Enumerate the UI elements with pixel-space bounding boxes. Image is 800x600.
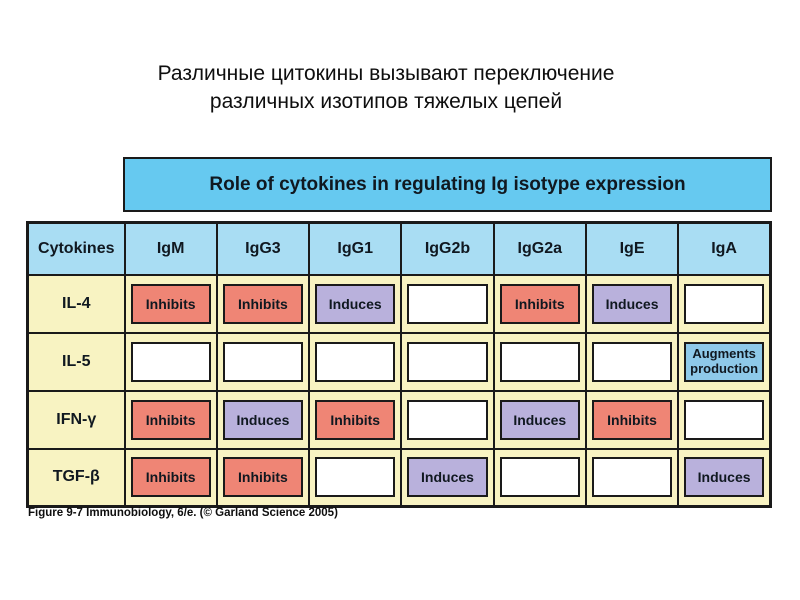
status-box-blank: [130, 341, 211, 382]
status-box: Induces: [591, 283, 673, 324]
status-box: Augments production: [684, 341, 764, 382]
col-header-cytokines: Cytokines: [26, 221, 126, 276]
column-header-row: Cytokines IgM IgG3 IgG1 IgG2b IgG2a IgE …: [26, 221, 772, 276]
table-cell: Augments production: [677, 331, 772, 392]
figure-caption: Figure 9-7 Immunobiology, 6/e. (© Garlan…: [28, 507, 338, 519]
table-cell: Inhibits: [215, 447, 311, 508]
status-box-blank: [684, 399, 764, 440]
row-label-il5: IL-5: [26, 331, 126, 392]
table-cell: Inhibits: [492, 273, 587, 334]
table-cell: [123, 331, 218, 392]
status-box-blank: [407, 341, 488, 382]
table-cell: [308, 331, 403, 392]
table-cell: Inhibits: [308, 389, 403, 450]
table-row-tgf-beta: TGF-β Inhibits Inhibits Induces Induces: [26, 447, 772, 508]
status-box: Induces: [407, 457, 488, 498]
table-cell: Inhibits: [123, 447, 218, 508]
table-cell: [584, 447, 680, 508]
status-box: Inhibits: [222, 283, 304, 324]
cytokine-table: Cytokines IgM IgG3 IgG1 IgG2b IgG2a IgE …: [26, 221, 772, 508]
status-box-blank: [407, 399, 488, 440]
status-box: Inhibits: [130, 283, 211, 324]
status-box: Inhibits: [499, 283, 580, 324]
status-box-blank: [407, 283, 488, 324]
row-label-il4: IL-4: [26, 273, 126, 334]
table-cell: [584, 331, 680, 392]
status-box-blank: [222, 341, 304, 382]
col-header-ige: IgE: [584, 221, 680, 276]
table-cell: Inhibits: [123, 389, 218, 450]
row-label-tgf-beta: TGF-β: [26, 447, 126, 508]
status-box-blank: [591, 341, 673, 382]
table-cell: Inhibits: [215, 273, 311, 334]
table-cell: [400, 331, 495, 392]
status-box: Induces: [315, 283, 396, 324]
col-header-igm: IgM: [123, 221, 218, 276]
status-box: Induces: [499, 399, 580, 440]
table-cell: Inhibits: [123, 273, 218, 334]
table-cell: Induces: [677, 447, 772, 508]
status-box: Inhibits: [315, 399, 396, 440]
table-cell: [308, 447, 403, 508]
slide-title-line2: различных изотипов тяжелых цепей: [209, 90, 563, 113]
status-box-blank: [315, 457, 396, 498]
status-box-blank: [499, 341, 580, 382]
table-cell: [215, 331, 311, 392]
col-header-igg2b: IgG2b: [400, 221, 495, 276]
status-box: Inhibits: [130, 457, 211, 498]
table-cell: [492, 331, 587, 392]
status-box-blank: [315, 341, 396, 382]
status-box-blank: [499, 457, 580, 498]
col-header-igg2a: IgG2a: [492, 221, 587, 276]
table-cell: Inhibits: [584, 389, 680, 450]
status-box: Inhibits: [130, 399, 211, 440]
table-cell: Induces: [308, 273, 403, 334]
table-cell: Induces: [400, 447, 495, 508]
table-cell: [677, 273, 772, 334]
status-box-blank: [684, 283, 764, 324]
figure-header: Role of cytokines in regulating Ig isoty…: [123, 157, 772, 212]
table-cell: [492, 447, 587, 508]
table-row-il5: IL-5 Augments production: [26, 331, 772, 392]
row-label-ifn-gamma: IFN-γ: [26, 389, 126, 450]
col-header-iga: IgA: [677, 221, 772, 276]
table-row-il4: IL-4 Inhibits Inhibits Induces Inhibits …: [26, 273, 772, 334]
slide-title: Различные цитокины вызывают переключение…: [0, 60, 772, 116]
status-box: Inhibits: [591, 399, 673, 440]
status-box: Inhibits: [222, 457, 304, 498]
table-cell: Induces: [584, 273, 680, 334]
table-cell: Induces: [215, 389, 311, 450]
status-box: Induces: [684, 457, 764, 498]
table-row-ifn-gamma: IFN-γ Inhibits Induces Inhibits Induces …: [26, 389, 772, 450]
table-cell: [677, 389, 772, 450]
table-cell: [400, 389, 495, 450]
col-header-igg3: IgG3: [215, 221, 311, 276]
table-cell: Induces: [492, 389, 587, 450]
status-box: Induces: [222, 399, 304, 440]
table-cell: [400, 273, 495, 334]
status-box-blank: [591, 457, 673, 498]
slide-title-line1: Различные цитокины вызывают переключение: [157, 62, 615, 85]
col-header-igg1: IgG1: [308, 221, 403, 276]
